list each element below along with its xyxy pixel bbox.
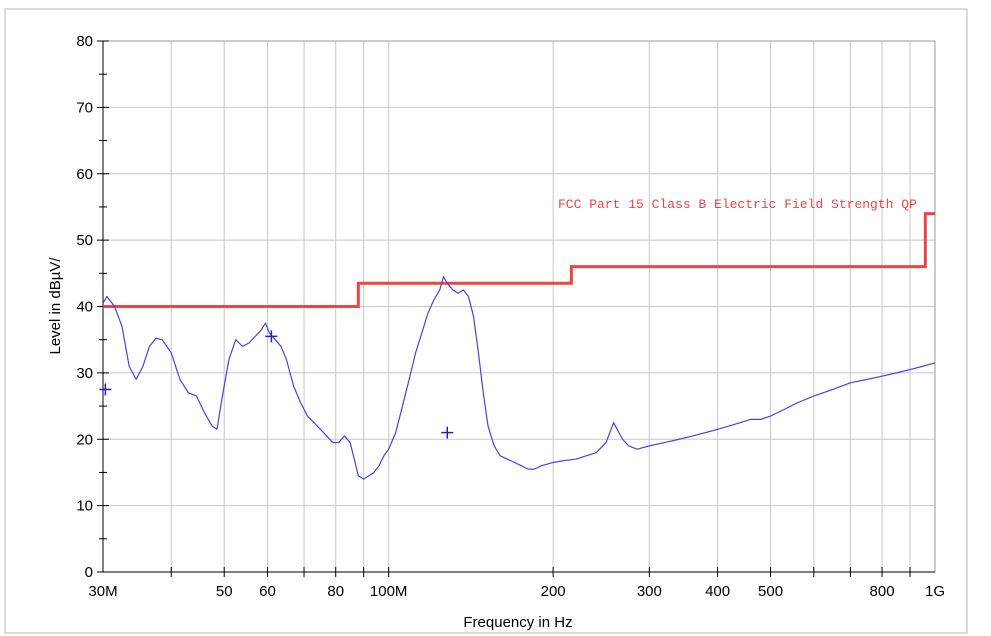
x-tick-label: 60 <box>259 583 276 600</box>
chart-border <box>4 8 968 634</box>
x-tick-label: 30M <box>88 583 117 600</box>
x-tick-label: 500 <box>758 583 783 600</box>
axis-ticks: 0 10 20 30 40 50 60 70 80 30M 50 60 80 100M 200 300 400 5… <box>76 33 945 600</box>
y-tick-label: 50 <box>76 232 93 249</box>
limit-line <box>103 212 935 308</box>
y-tick-label: 10 <box>76 498 93 515</box>
qp-marker <box>441 426 454 439</box>
y-tick-label: 70 <box>76 99 93 116</box>
x-tick-label: 200 <box>541 583 566 600</box>
y-tick-label: 40 <box>76 299 93 316</box>
limit-line-layer <box>103 212 935 308</box>
y-tick-label: 80 <box>76 33 93 50</box>
y-tick-label: 60 <box>76 166 93 183</box>
qp-marker <box>99 383 112 396</box>
y-tick-label: 0 <box>85 564 93 581</box>
grid <box>103 41 935 572</box>
x-tick-label: 50 <box>216 583 233 600</box>
series-line <box>102 276 936 480</box>
qp-marker <box>265 330 278 343</box>
x-tick-label: 1G <box>925 583 945 600</box>
x-tick-label: 400 <box>705 583 730 600</box>
x-tick-label: 300 <box>637 583 662 600</box>
series-layer <box>102 276 936 480</box>
markers-layer <box>99 330 454 439</box>
limit-line-label: FCC Part 15 Class B Electric Field Stren… <box>558 197 917 212</box>
x-axis-label: Frequency in Hz <box>463 614 572 631</box>
x-tick-label: 80 <box>327 583 344 600</box>
x-tick-label: 100M <box>370 583 408 600</box>
y-tick-label: 20 <box>76 431 93 448</box>
y-tick-label: 30 <box>76 365 93 382</box>
y-axis-label: Level in dBµV/ <box>47 257 64 355</box>
x-tick-label: 800 <box>870 583 895 600</box>
